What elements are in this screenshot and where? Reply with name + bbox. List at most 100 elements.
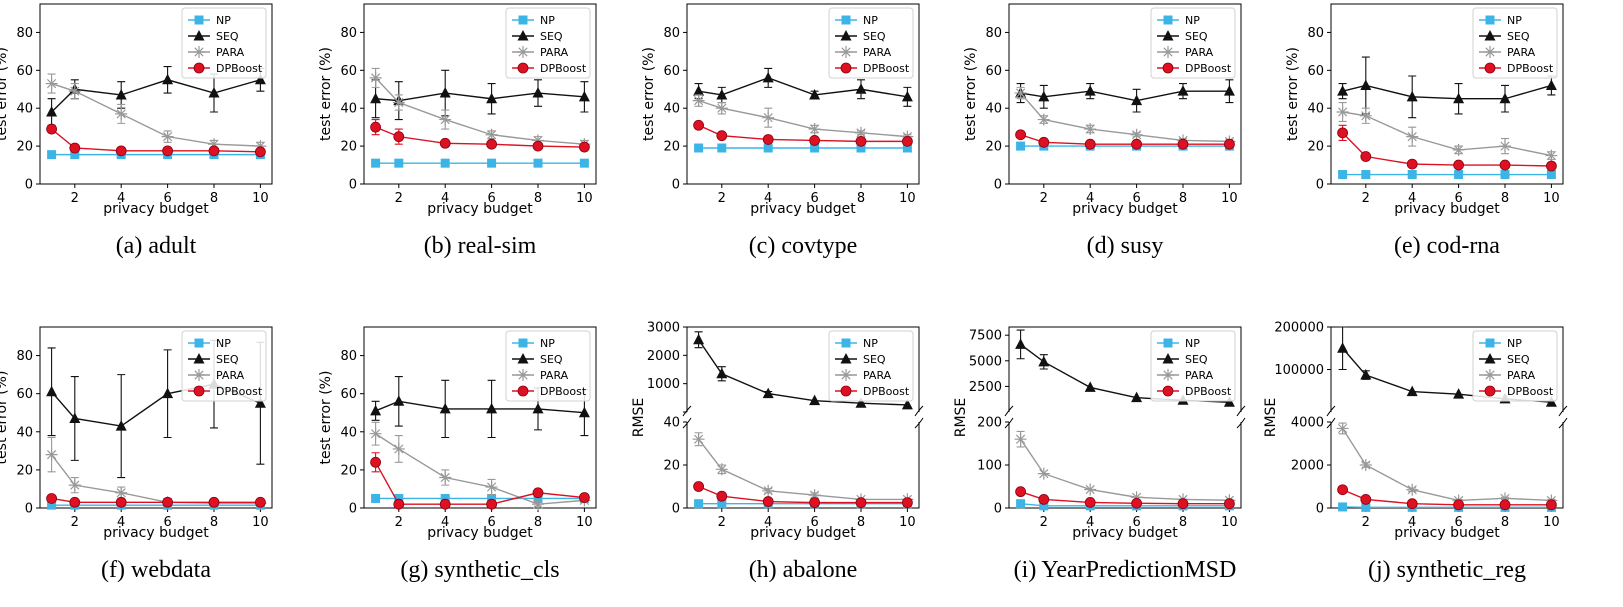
x-tick-label: 2	[718, 191, 726, 206]
data-point-seq	[370, 92, 382, 104]
marker-seq	[1131, 391, 1143, 403]
marker-para	[762, 111, 775, 124]
marker-dpboost	[902, 497, 913, 509]
legend: NP SEQ PARA DPBoost	[1472, 330, 1558, 402]
marker-dpboost	[486, 138, 498, 150]
series-line-dpboost	[51, 128, 261, 153]
marker-dpboost	[1360, 493, 1372, 505]
y-tick-label: 0	[994, 502, 1002, 517]
y-axis-label: test error (%)	[0, 47, 10, 141]
data-point-para	[808, 123, 821, 136]
legend-box	[505, 7, 591, 79]
marker-dpboost	[115, 496, 127, 508]
data-point-para	[1014, 433, 1027, 446]
series-line-dpboost	[1020, 490, 1230, 505]
y-tick-label: 2000	[1291, 459, 1324, 474]
marker-np	[1454, 170, 1464, 180]
marker-seq	[1360, 369, 1372, 380]
series-line-para	[1342, 111, 1552, 157]
axis-break-mark	[682, 417, 692, 429]
series-line-para	[51, 82, 261, 147]
marker-dpboost	[1084, 497, 1096, 508]
data-point-para	[1336, 106, 1349, 118]
x-tick-label: 4	[441, 515, 449, 530]
marker-dpboost	[1177, 498, 1189, 510]
marker-seq	[762, 387, 774, 399]
marker-seq	[809, 88, 821, 100]
data-point-para	[1336, 422, 1349, 435]
legend-box	[1472, 7, 1558, 79]
data-point-dpboost	[902, 497, 913, 509]
data-point-seq	[716, 367, 728, 379]
marker-para	[161, 130, 174, 143]
x-tick-label: 6	[1454, 191, 1462, 206]
legend-marker-np	[841, 338, 851, 348]
marker-dpboost	[693, 119, 704, 131]
legend-marker-para	[1484, 46, 1496, 58]
data-point-seq	[762, 71, 774, 83]
x-tick-label: 2	[1362, 515, 1370, 530]
x-tick-label: 6	[1132, 191, 1140, 206]
y-tick-label: 40	[1307, 102, 1324, 117]
data-point-np	[1338, 170, 1348, 180]
marker-dpboost	[370, 456, 382, 468]
marker-seq	[254, 73, 266, 85]
legend: NP SEQ PARA DPBoost	[505, 7, 591, 79]
legend-label: PARA	[216, 369, 245, 382]
legend-box	[1150, 330, 1236, 402]
plot-frame	[363, 3, 597, 185]
legend-item-seq: SEQ	[1479, 353, 1530, 366]
data-point-dpboost	[1546, 160, 1557, 172]
data-point-np	[1454, 170, 1464, 180]
legend-label: NP	[540, 14, 555, 27]
data-point-np	[1546, 170, 1556, 180]
legend-item-dpboost: DPBoost	[512, 62, 587, 75]
marker-para	[762, 484, 775, 497]
data-point-dpboost	[902, 135, 913, 147]
legend-label: DPBoost	[540, 385, 587, 398]
legend-label: DPBoost	[540, 62, 587, 75]
data-point-para	[369, 427, 382, 440]
legend-item-seq: SEQ	[512, 353, 563, 366]
series-line-para	[1020, 92, 1230, 143]
marker-dpboost	[855, 497, 867, 509]
legend-label: SEQ	[1507, 30, 1530, 43]
marker-para	[439, 113, 452, 126]
data-point-seq	[1453, 92, 1465, 104]
marker-dpboost	[393, 131, 405, 143]
legend-label: NP	[540, 337, 555, 350]
marker-np	[1407, 170, 1417, 180]
marker-para	[1130, 491, 1143, 504]
marker-seq	[393, 395, 405, 406]
marker-dpboost	[809, 135, 820, 146]
legend-label: NP	[216, 14, 231, 27]
data-point-np	[1361, 502, 1371, 512]
marker-np	[371, 493, 381, 503]
legend-label: NP	[1185, 14, 1200, 27]
x-tick-label: 10	[252, 515, 269, 530]
x-tick-label: 6	[487, 515, 495, 530]
data-point-para	[1084, 483, 1097, 496]
marker-np	[694, 143, 704, 153]
data-point-seq	[1360, 79, 1372, 90]
data-point-dpboost	[1546, 499, 1557, 511]
marker-para	[68, 479, 81, 492]
data-point-para	[1359, 109, 1372, 122]
data-point-seq	[1131, 94, 1143, 106]
y-tick-label: 60	[340, 64, 357, 79]
data-point-seq	[1406, 90, 1418, 102]
marker-np	[810, 143, 820, 153]
x-axis-label: privacy budget	[1072, 525, 1178, 541]
data-point-np	[371, 493, 381, 503]
data-point-seq	[1337, 85, 1349, 96]
legend-marker-dpboost	[1162, 62, 1174, 74]
marker-seq	[1406, 90, 1418, 102]
data-point-seq	[693, 333, 705, 345]
data-point-dpboost	[1015, 129, 1026, 141]
legend: NP SEQ PARA DPBoost	[505, 330, 591, 402]
legend: NP SEQ PARA DPBoost	[1150, 330, 1236, 402]
x-axis-label: privacy budget	[1394, 525, 1500, 541]
legend-marker-dpboost	[1162, 385, 1174, 397]
legend-label: SEQ	[1185, 353, 1208, 366]
data-point-np	[47, 150, 57, 160]
